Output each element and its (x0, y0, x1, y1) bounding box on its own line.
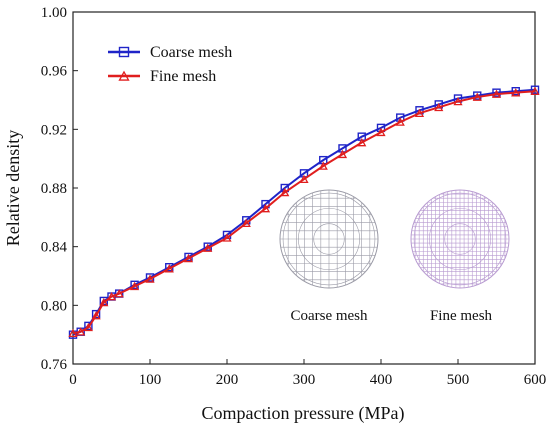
fine-mesh-point (511, 88, 521, 97)
mesh-outline (410, 189, 510, 289)
fine-mesh-point (530, 86, 540, 95)
mesh-ring (413, 192, 507, 286)
fine-mesh-point (76, 327, 86, 336)
y-tick-label: 0.84 (41, 240, 68, 256)
fine-mesh-image (410, 189, 510, 289)
x-tick-label: 0 (69, 372, 77, 388)
mesh-ring (313, 223, 345, 255)
x-tick-label: 500 (447, 372, 470, 388)
fine-mesh-point (99, 297, 109, 307)
coarse-mesh-label: Coarse mesh (290, 308, 368, 324)
x-axis-title: Compaction pressure (MPa) (202, 403, 405, 424)
fine-mesh-point (376, 127, 386, 137)
mesh-ring (282, 192, 376, 286)
mesh-ring (444, 223, 476, 255)
fine-mesh-point (118, 70, 130, 81)
x-tick-label: 400 (370, 372, 393, 388)
y-tick-label: 0.80 (41, 298, 67, 314)
coarse-mesh-line (72, 88, 536, 336)
legend-item-coarse-mesh: Coarse mesh (108, 44, 232, 61)
coarse-mesh-point (511, 86, 520, 96)
fine-mesh-point (83, 322, 94, 332)
fine-mesh-point (357, 138, 367, 147)
y-tick-label: 1.00 (41, 5, 67, 21)
fine-mesh-point (337, 149, 348, 159)
legend-item-fine-mesh: Fine mesh (108, 68, 216, 85)
fine-mesh-point (491, 89, 502, 98)
mesh-inset: Coarse mesh Fine mesh (279, 189, 510, 324)
fine-mesh-line (72, 90, 536, 335)
fine-mesh-point (260, 204, 271, 213)
coarse-mesh-point (530, 85, 540, 94)
fine-mesh-point (203, 243, 213, 252)
fine-mesh-point (68, 328, 78, 338)
legend-label: Coarse mesh (150, 44, 232, 61)
legend-label: Fine mesh (150, 68, 216, 85)
y-tick-label: 0.96 (41, 64, 68, 80)
y-tick-label: 0.92 (41, 122, 67, 138)
series-layer (68, 85, 540, 339)
fine-mesh-point (472, 92, 482, 101)
fine-mesh-point (280, 187, 290, 197)
fine-mesh-series (68, 86, 540, 338)
fine-mesh-point (434, 102, 444, 112)
coarse-mesh-point (118, 46, 130, 58)
coarse-mesh-point (492, 88, 501, 97)
fine-mesh-point (114, 289, 124, 298)
fine-mesh-point (183, 253, 194, 263)
x-tick-label: 300 (293, 372, 316, 388)
fine-mesh-point (453, 96, 463, 106)
coarse-mesh-image (279, 189, 379, 289)
fine-mesh-point (106, 292, 117, 301)
fine-mesh-point (222, 233, 232, 242)
coarse-mesh-point (84, 321, 93, 331)
y-tick-label: 0.76 (41, 357, 68, 373)
fine-mesh-label: Fine mesh (430, 308, 493, 324)
fine-mesh-point (91, 311, 101, 320)
fine-mesh-point (318, 161, 328, 170)
mesh-outline (279, 189, 379, 289)
ticks-layer: 0 100 200 300 400 500 600 0.76 0.80 0.84 0.88 0.92 0… (41, 5, 547, 388)
x-tick-label: 200 (216, 372, 239, 388)
mesh-ring (298, 208, 360, 270)
x-tick-label: 100 (139, 372, 162, 388)
mesh-ring (429, 208, 491, 270)
fine-mesh-point (164, 264, 174, 273)
fine-mesh-point (145, 274, 155, 283)
fine-mesh-point (129, 281, 140, 291)
legend: Coarse mesh Fine mesh (108, 44, 232, 85)
fine-mesh-point (241, 218, 251, 228)
coarse-mesh-point (91, 309, 101, 319)
y-tick-label: 0.88 (41, 181, 67, 197)
fine-mesh-point (414, 108, 425, 117)
y-axis-title: Relative density (3, 130, 23, 246)
fine-mesh-point (299, 174, 309, 184)
fine-mesh-point (395, 117, 405, 126)
x-tick-label: 600 (524, 372, 547, 388)
